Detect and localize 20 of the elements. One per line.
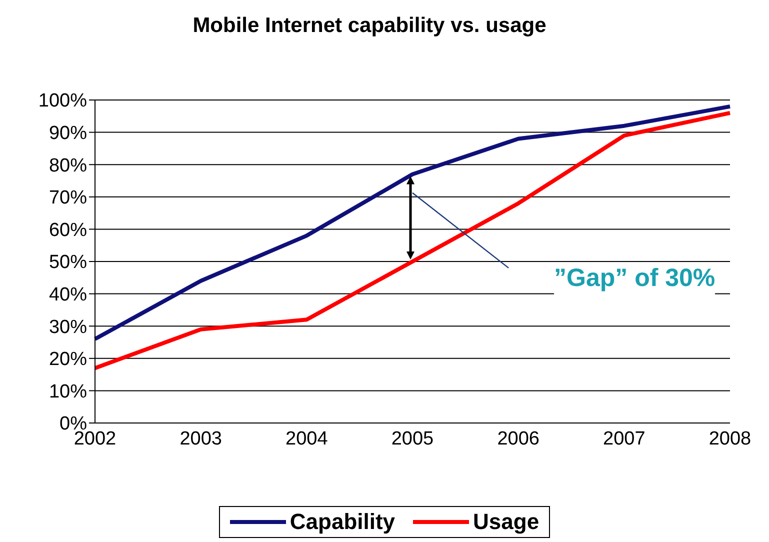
y-tick-label: 40%	[48, 284, 88, 306]
legend-label: Capability	[290, 509, 396, 535]
y-tick-label: 60%	[48, 220, 88, 241]
y-tick-label: 80%	[48, 155, 88, 176]
x-tick-label: 2006	[497, 428, 540, 450]
annotation: ”Gap” of 30%	[554, 262, 716, 295]
chart-title: Mobile Internet capability vs. usage	[192, 14, 548, 38]
y-tick-label: 90%	[48, 123, 88, 144]
y-tick-label: 70%	[48, 188, 88, 209]
y-tick-label: 20%	[48, 349, 88, 370]
y-tick-label: 10%	[48, 381, 88, 402]
x-tick-label: 2003	[180, 428, 222, 450]
x-tick-label: 2007	[603, 428, 646, 450]
x-tick-label: 2005	[391, 428, 434, 450]
y-tick-label: 100%	[38, 90, 88, 112]
y-tick-label: 30%	[48, 316, 88, 338]
x-tick-label: 2008	[708, 428, 752, 450]
legend-label: Usage	[473, 509, 540, 535]
x-tick-label: 2004	[286, 428, 328, 450]
y-tick-label: 50%	[48, 252, 88, 274]
